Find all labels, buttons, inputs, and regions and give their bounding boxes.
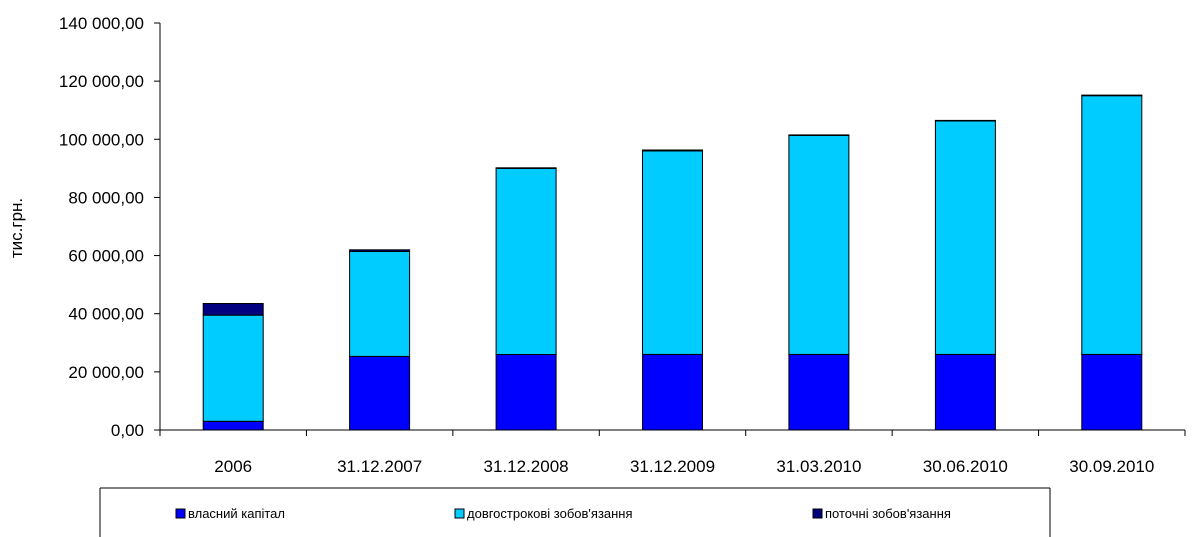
x-tick-label: 30.06.2010	[923, 457, 1008, 476]
legend-swatch	[812, 508, 823, 519]
bars-group	[202, 94, 1143, 431]
bar-segment-3	[202, 303, 264, 316]
legend-label: власний капітал	[188, 506, 285, 521]
bar-segment-1	[495, 353, 557, 431]
legend-swatch	[175, 508, 186, 519]
y-axis: 0,00 20 000,00 40 000,00 60 000,00 80 000,00…	[59, 14, 161, 440]
bar-segment-1	[202, 420, 264, 431]
bar-segment-2	[495, 167, 557, 355]
legend-label: поточні зобов'язання	[825, 506, 951, 521]
y-tick-label: 40 000,00	[68, 305, 144, 324]
x-tick-label: 31.12.2009	[630, 457, 715, 476]
legend-label: довгострокові зобов'язання	[467, 506, 633, 521]
bar-segment-3	[1081, 94, 1143, 97]
bar-segment-1	[934, 353, 996, 431]
bar-segment-2	[202, 314, 264, 422]
y-tick-label: 120 000,00	[59, 72, 144, 91]
y-tick-label: 0,00	[111, 421, 144, 440]
bar-segment-3	[495, 167, 557, 169]
y-tick-label: 100 000,00	[59, 130, 144, 149]
legend: власний капітал довгострокові зобов'язанн…	[99, 487, 1051, 537]
y-tick-label: 20 000,00	[68, 363, 144, 382]
y-tick-label: 140 000,00	[59, 14, 144, 33]
bar-segment-2	[1081, 95, 1143, 355]
bar-segment-2	[642, 150, 703, 355]
bar-segment-3	[642, 149, 703, 152]
y-tick-label: 60 000,00	[68, 247, 144, 266]
x-tick-label: 31.03.2010	[776, 457, 861, 476]
bar-segment-3	[788, 134, 850, 136]
legend-swatch	[454, 508, 465, 519]
x-tick-label: 2006	[214, 457, 252, 476]
y-axis-title: тис.грн.	[7, 198, 26, 258]
bar-segment-2	[349, 251, 411, 357]
x-tick-label: 30.09.2010	[1069, 457, 1154, 476]
bar-segment-1	[788, 353, 850, 431]
bar-segment-1	[642, 353, 703, 431]
y-tick-label: 80 000,00	[68, 188, 144, 207]
bar-segment-2	[934, 120, 996, 355]
bar-segment-1	[1081, 353, 1143, 431]
bar-segment-2	[788, 135, 850, 355]
x-tick-label: 31.12.2008	[484, 457, 569, 476]
bar-segment-1	[349, 355, 411, 431]
x-axis: 2006 31.12.2007 31.12.2008 31.12.2009 31.03.…	[159, 429, 1186, 476]
bar-segment-3	[349, 249, 411, 253]
x-tick-label: 31.12.2007	[337, 457, 422, 476]
bar-segment-3	[934, 119, 996, 122]
